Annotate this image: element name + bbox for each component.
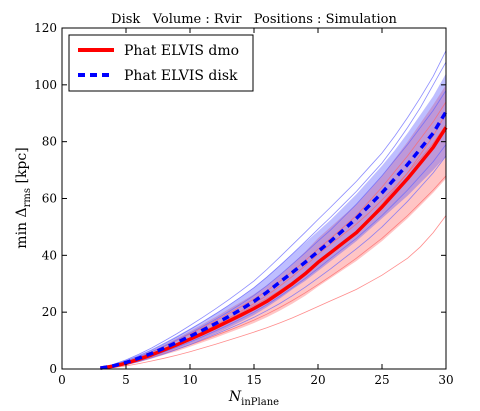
y-axis-label-unit: [kpc] — [14, 147, 30, 188]
legend-box — [68, 34, 254, 92]
y-tick-label: 20 — [42, 305, 57, 319]
x-axis-label-main: N — [228, 389, 242, 405]
x-axis-ticks: 0 5 10 15 20 25 30 — [58, 28, 454, 387]
band-disk — [100, 73, 447, 369]
band-dmo — [100, 84, 447, 370]
y-tick-label: 40 — [42, 248, 57, 262]
series-line-dmo — [100, 126, 448, 370]
host-line-9 — [100, 155, 447, 369]
y-axis-label: min Δrms [kpc] — [14, 147, 33, 248]
confidence-bands — [100, 73, 447, 370]
host-line-1 — [100, 101, 447, 369]
mean-lines — [100, 110, 448, 370]
x-tick-label: 0 — [58, 373, 66, 387]
y-axis-label-main: min Δ — [14, 207, 30, 248]
legend: Phat ELVIS dmo Phat ELVIS disk — [68, 34, 254, 92]
host-line-3 — [100, 215, 447, 370]
legend-label-disk: Phat ELVIS disk — [124, 68, 238, 84]
y-axis-ticks: 0 20 40 60 80 100 120 — [34, 21, 446, 376]
host-line-0 — [100, 175, 447, 369]
y-tick-label: 0 — [49, 362, 57, 376]
y-axis-label-sub: rms — [22, 188, 33, 207]
y-tick-label: 120 — [34, 21, 57, 35]
x-axis-label: NinPlane — [228, 389, 279, 408]
y-tick-label: 60 — [42, 192, 57, 206]
x-tick-label: 25 — [374, 373, 389, 387]
x-tick-label: 10 — [182, 373, 197, 387]
x-axis-label-sub: inPlane — [241, 397, 279, 408]
y-tick-label: 100 — [34, 78, 57, 92]
host-line-6 — [100, 144, 447, 369]
series-line-disk — [100, 110, 448, 370]
x-tick-label: 20 — [310, 373, 325, 387]
x-tick-label: 5 — [122, 373, 130, 387]
x-tick-label: 30 — [438, 373, 453, 387]
chart-title: Disk Volume : Rvir Positions : Simulatio… — [111, 12, 397, 27]
x-tick-label: 15 — [246, 373, 261, 387]
legend-label-dmo: Phat ELVIS dmo — [124, 43, 239, 59]
host-line-5 — [100, 61, 447, 369]
host-line-8 — [100, 50, 447, 368]
y-tick-label: 80 — [42, 135, 57, 149]
